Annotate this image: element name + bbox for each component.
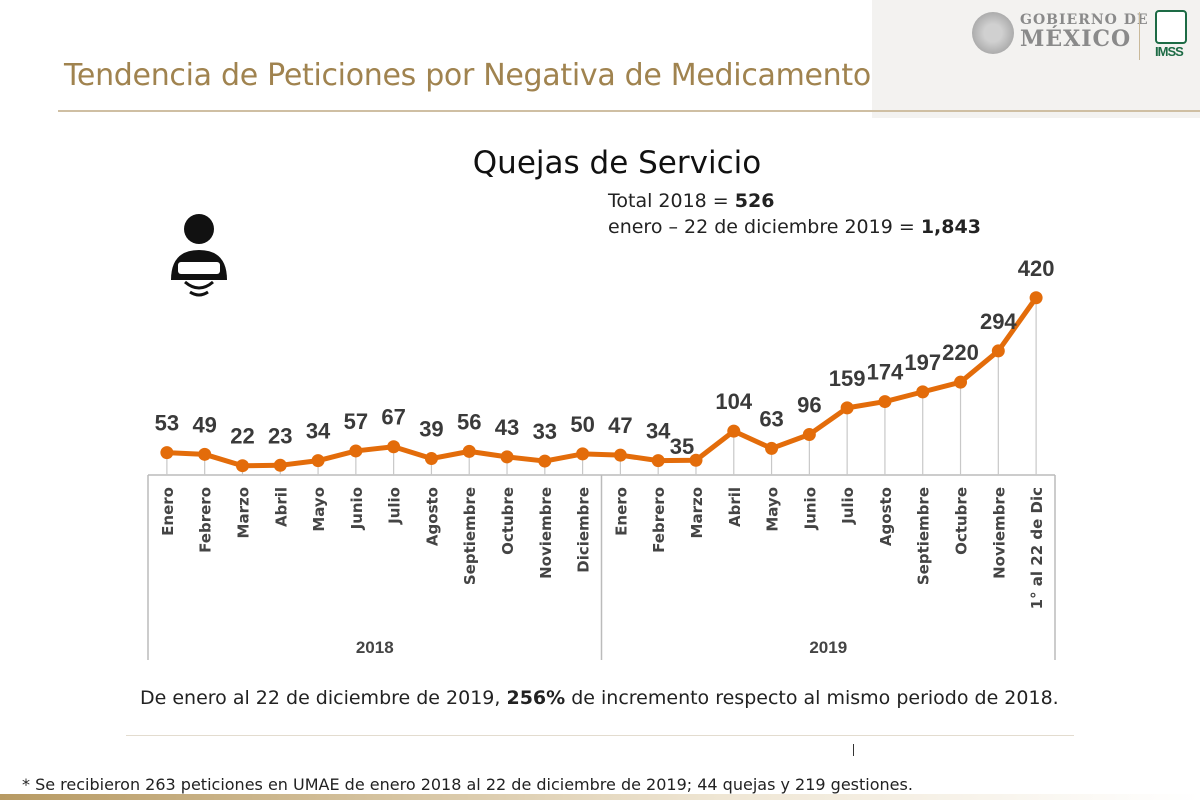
x-tick-label: Julio (386, 487, 404, 525)
x-tick-label: Septiembre (915, 487, 933, 585)
increase-note: De enero al 22 de diciembre de 2019, 256… (140, 687, 1059, 709)
series-line (166, 296, 1039, 469)
x-tick-label: Noviembre (990, 487, 1008, 579)
data-point (500, 450, 514, 464)
data-point (273, 458, 287, 472)
data-point (916, 385, 930, 399)
data-point (424, 452, 438, 466)
imss-logo-text: IMSS (1155, 44, 1184, 59)
x-tick-label: Diciembre (575, 487, 593, 573)
data-point (349, 444, 363, 458)
data-point (387, 440, 401, 454)
note-divider (126, 735, 1074, 736)
x-tick-label: Marzo (688, 487, 706, 538)
data-point (802, 427, 816, 441)
data-label: 294 (980, 309, 1017, 334)
logo-line1: GOBIERNO DE (1020, 12, 1149, 28)
chart-title: Quejas de Servicio (472, 145, 762, 181)
data-label: 33 (533, 419, 557, 444)
data-label: 49 (192, 412, 216, 437)
data-label: 63 (759, 406, 783, 431)
data-point (991, 344, 1005, 358)
data-label: 34 (306, 419, 331, 444)
data-label: 43 (495, 415, 519, 440)
data-label: 67 (381, 405, 405, 430)
data-label: 104 (715, 389, 752, 414)
x-tick-label: Agosto (423, 487, 441, 546)
x-tick-label: Enero (612, 487, 630, 536)
x-tick-label: Enero (159, 487, 177, 536)
x-tick-label: Mayo (764, 487, 782, 532)
mexico-seal-logo (972, 12, 1014, 54)
x-tick-label: Agosto (877, 487, 895, 546)
data-label: 159 (829, 366, 866, 391)
data-point (727, 424, 741, 438)
data-label: 39 (419, 417, 443, 442)
footnote: * Se recibieron 263 peticiones en UMAE d… (22, 775, 913, 794)
data-point (1029, 291, 1043, 305)
data-label: 35 (670, 434, 694, 459)
x-tick-label: Mayo (310, 487, 328, 532)
x-tick-label: Marzo (234, 487, 252, 538)
tick-mark (853, 744, 854, 756)
x-tick-label: Noviembre (537, 487, 555, 579)
total-2019: enero – 22 de diciembre 2019 = 1,843 (608, 216, 981, 238)
data-point (651, 454, 665, 468)
data-point (576, 447, 590, 461)
data-label: 174 (867, 360, 904, 385)
data-label: 56 (457, 409, 481, 434)
data-point (198, 447, 212, 461)
group-label: 2019 (809, 638, 847, 657)
data-label: 197 (904, 350, 941, 375)
logo-divider (1139, 12, 1140, 60)
data-label: 50 (570, 412, 594, 437)
data-point (613, 448, 627, 462)
customer-service-person-icon (171, 214, 227, 297)
imss-logo: IMSS (1155, 10, 1189, 60)
group-label: 2018 (356, 638, 394, 657)
x-tick-label: Abril (726, 487, 744, 527)
x-tick-label: Octubre (499, 487, 517, 555)
data-label: 57 (344, 409, 368, 434)
data-label: 420 (1018, 256, 1055, 281)
data-label: 23 (268, 423, 292, 448)
data-point (235, 459, 249, 473)
total-2018: Total 2018 = 526 (608, 190, 775, 212)
x-tick-label: Junio (801, 487, 819, 530)
x-tick-label: Febrero (650, 487, 668, 553)
footer-bar (0, 794, 1200, 800)
data-point (462, 444, 476, 458)
data-point (878, 395, 892, 409)
title-divider (58, 110, 1200, 112)
x-tick-label: Junio (348, 487, 366, 530)
x-tick-label: Septiembre (461, 487, 479, 585)
data-label: 22 (230, 424, 254, 449)
data-label: 34 (646, 419, 671, 444)
logo-area (872, 0, 1200, 118)
x-tick-label: Abril (272, 487, 290, 527)
data-point (689, 453, 703, 467)
x-tick-label: 1° al 22 de Dic (1028, 487, 1046, 609)
x-tick-label: Octubre (953, 487, 971, 555)
logo-line2: MÉXICO (1020, 26, 1132, 52)
data-label: 96 (797, 392, 821, 417)
x-tick-label: Febrero (197, 487, 215, 553)
data-point (765, 441, 779, 455)
data-label: 220 (942, 340, 979, 365)
data-point (840, 401, 854, 415)
x-tick-label: Julio (839, 487, 857, 525)
data-label: 47 (608, 413, 632, 438)
data-point (538, 454, 552, 468)
gobierno-de-mexico-logo: GOBIERNO DE MÉXICO (1020, 12, 1149, 52)
data-point (311, 454, 325, 468)
data-point (954, 375, 968, 389)
page-title: Tendencia de Peticiones por Negativa de … (64, 58, 871, 93)
data-point (160, 446, 174, 460)
data-label: 53 (155, 411, 179, 436)
